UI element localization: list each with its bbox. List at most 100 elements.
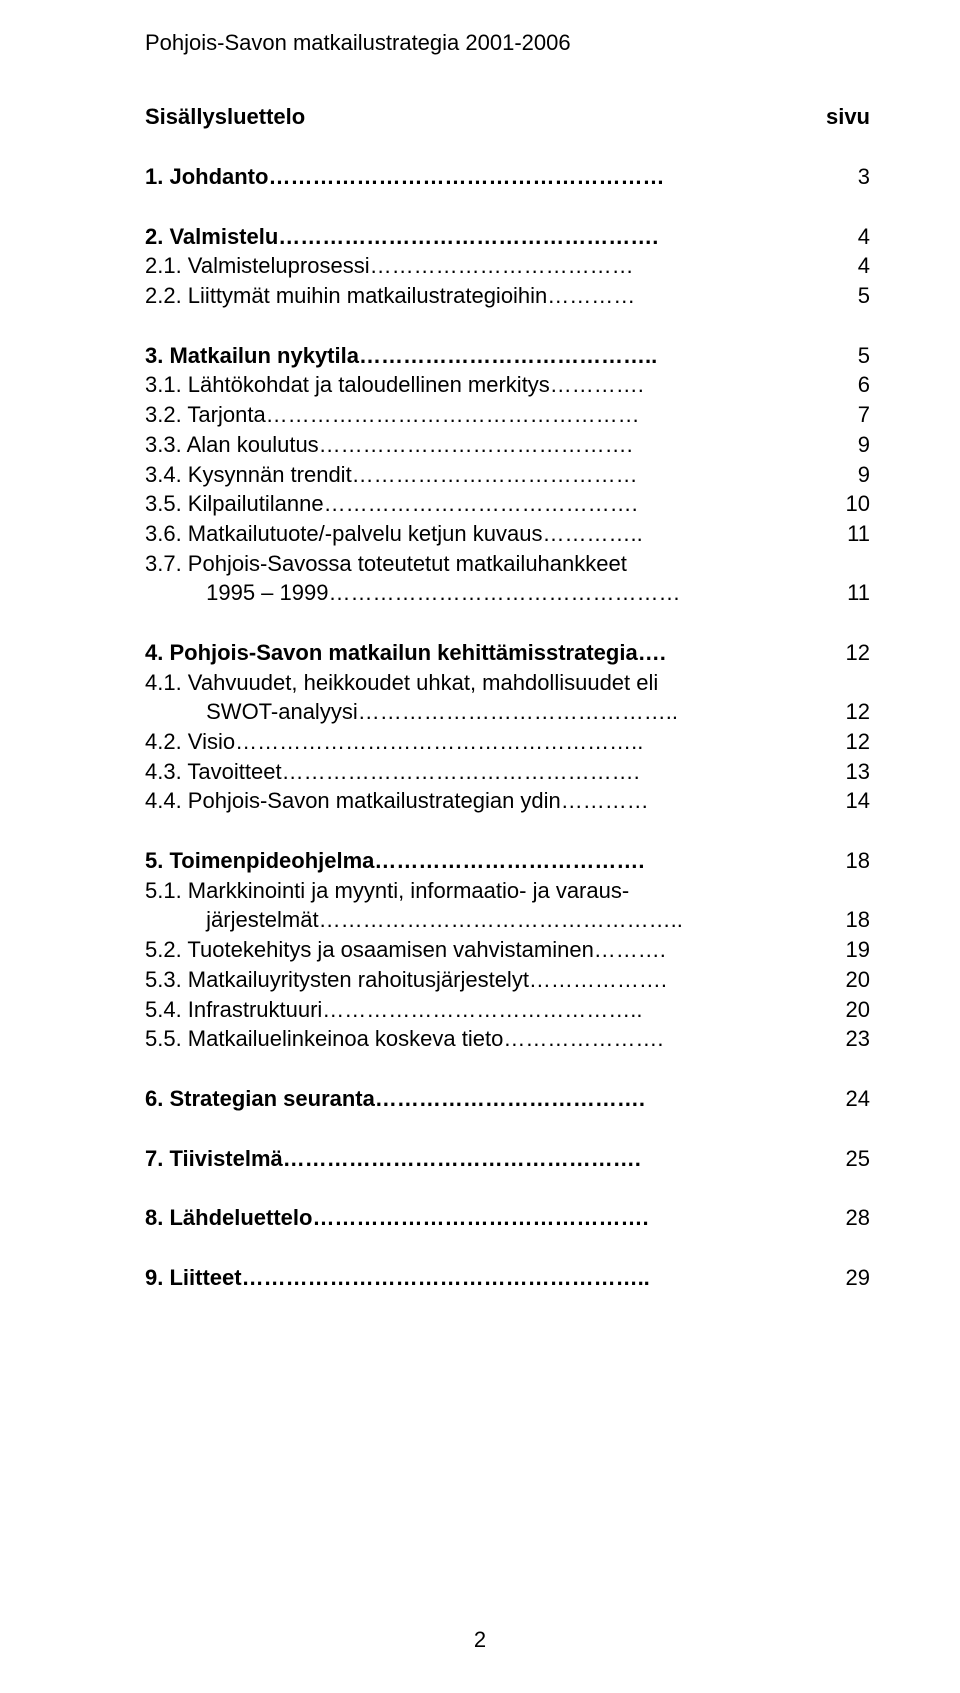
toc-row-label: 3.6. Matkailutuote/-palvelu ketjun kuvau…: [145, 519, 802, 549]
toc-row-label: 7. Tiivistelmä………………………………………….: [145, 1144, 802, 1174]
toc-row-page: 29: [802, 1263, 870, 1293]
toc-heading: Sisällysluettelo: [145, 104, 305, 130]
toc-row: 3.4. Kysynnän trendit…………………………………9: [145, 460, 870, 490]
toc-row: 3.7. Pohjois-Savossa toteutetut matkailu…: [145, 549, 870, 579]
toc-section: 4. Pohjois-Savon matkailun kehittämisstr…: [145, 638, 870, 816]
toc-row: 4.1. Vahvuudet, heikkoudet uhkat, mahdol…: [145, 668, 870, 698]
toc-row-page: 18: [802, 846, 870, 876]
toc-row-page: 20: [802, 965, 870, 995]
document-page: Pohjois-Savon matkailustrategia 2001-200…: [0, 0, 960, 1693]
toc-row-page: 18: [802, 905, 870, 935]
toc-row: 3. Matkailun nykytila…………………………………..5: [145, 341, 870, 371]
toc-row: 5.4. Infrastruktuuri……………………………………..20: [145, 995, 870, 1025]
toc-row-label: SWOT-analyysi……………………………………..: [145, 697, 802, 727]
toc-row: 5.5. Matkailuelinkeinoa koskeva tieto…………: [145, 1024, 870, 1054]
toc-row-page: 28: [802, 1203, 870, 1233]
toc-row-page: 5: [802, 281, 870, 311]
toc-row-label: 4.4. Pohjois-Savon matkailustrategian yd…: [145, 786, 802, 816]
toc-row-label: 3.1. Lähtökohdat ja taloudellinen merkit…: [145, 370, 802, 400]
toc-section: 3. Matkailun nykytila…………………………………..53.1…: [145, 341, 870, 608]
toc-row: 3.5. Kilpailutilanne…………………………………….10: [145, 489, 870, 519]
toc-row: 5.3. Matkailuyritysten rahoitusjärjestel…: [145, 965, 870, 995]
toc-section: 7. Tiivistelmä………………………………………….25: [145, 1144, 870, 1174]
toc-row: 5.2. Tuotekehitys ja osaamisen vahvistam…: [145, 935, 870, 965]
toc-row-label: 4.1. Vahvuudet, heikkoudet uhkat, mahdol…: [145, 668, 802, 698]
toc-row: 1. Johdanto………………………………………………3: [145, 162, 870, 192]
toc-row-label: 2. Valmistelu…………………………………………….: [145, 222, 802, 252]
toc-row: 7. Tiivistelmä………………………………………….25: [145, 1144, 870, 1174]
toc-section: 1. Johdanto………………………………………………3: [145, 162, 870, 192]
toc-row-page: 25: [802, 1144, 870, 1174]
toc-row-label: 5.4. Infrastruktuuri……………………………………..: [145, 995, 802, 1025]
toc-row-label: 3.4. Kysynnän trendit…………………………………: [145, 460, 802, 490]
toc-section: 5. Toimenpideohjelma……………………………….185.1. …: [145, 846, 870, 1054]
toc-row-label: 5. Toimenpideohjelma……………………………….: [145, 846, 802, 876]
toc-row: 2.1. Valmisteluprosessi………………………………4: [145, 251, 870, 281]
toc-row: 5. Toimenpideohjelma……………………………….18: [145, 846, 870, 876]
toc-row: 3.1. Lähtökohdat ja taloudellinen merkit…: [145, 370, 870, 400]
toc-row-label: 1995 – 1999…………………………………………: [145, 578, 802, 608]
toc-row-label: järjestelmät…………………………………………..: [145, 905, 802, 935]
toc-row-page: 11: [802, 519, 870, 549]
toc-row-label: 5.1. Markkinointi ja myynti, informaatio…: [145, 876, 802, 906]
toc-row: 3.2. Tarjonta……………………………………………7: [145, 400, 870, 430]
toc-row-page: 5: [802, 341, 870, 371]
toc-row-page: 4: [802, 222, 870, 252]
toc-body: 1. Johdanto………………………………………………32. Valmist…: [145, 162, 870, 1293]
toc-row: 4.3. Tavoitteet………………………………………….13: [145, 757, 870, 787]
toc-row: 8. Lähdeluettelo……………………………………….28: [145, 1203, 870, 1233]
toc-row: 2. Valmistelu…………………………………………….4: [145, 222, 870, 252]
toc-row-label: 4.3. Tavoitteet………………………………………….: [145, 757, 802, 787]
toc-row-label: 3.2. Tarjonta……………………………………………: [145, 400, 802, 430]
toc-row: 2.2. Liittymät muihin matkailustrategioi…: [145, 281, 870, 311]
toc-row-label: 3.7. Pohjois-Savossa toteutetut matkailu…: [145, 549, 802, 579]
toc-row: 5.1. Markkinointi ja myynti, informaatio…: [145, 876, 870, 906]
document-title: Pohjois-Savon matkailustrategia 2001-200…: [145, 30, 870, 56]
toc-row-label: 3.3. Alan koulutus…………………………………….: [145, 430, 802, 460]
toc-row-page: 13: [802, 757, 870, 787]
toc-row-page: 4: [802, 251, 870, 281]
toc-page-column-label: sivu: [826, 104, 870, 130]
toc-row-page: 12: [802, 697, 870, 727]
toc-row-page: 23: [802, 1024, 870, 1054]
toc-row-label: 5.2. Tuotekehitys ja osaamisen vahvistam…: [145, 935, 802, 965]
toc-row-page: 12: [802, 727, 870, 757]
toc-row-label: 5.3. Matkailuyritysten rahoitusjärjestel…: [145, 965, 802, 995]
toc-row: SWOT-analyysi……………………………………..12: [145, 697, 870, 727]
page-number: 2: [0, 1627, 960, 1653]
toc-section: 2. Valmistelu…………………………………………….42.1. Val…: [145, 222, 870, 311]
toc-row-page: 7: [802, 400, 870, 430]
toc-row: 4.4. Pohjois-Savon matkailustrategian yd…: [145, 786, 870, 816]
toc-section: 6. Strategian seuranta……………………………….24: [145, 1084, 870, 1114]
toc-row-page: 24: [802, 1084, 870, 1114]
toc-row-label: 1. Johdanto………………………………………………: [145, 162, 802, 192]
toc-row-label: 2.1. Valmisteluprosessi………………………………: [145, 251, 802, 281]
toc-row-label: 5.5. Matkailuelinkeinoa koskeva tieto…………: [145, 1024, 802, 1054]
toc-row-label: 4.2. Visio………………………………………………..: [145, 727, 802, 757]
toc-section: 8. Lähdeluettelo……………………………………….28: [145, 1203, 870, 1233]
toc-header: Sisällysluettelo sivu: [145, 104, 870, 130]
toc-row-label: 9. Liitteet………………………………………………..: [145, 1263, 802, 1293]
toc-row-label: 2.2. Liittymät muihin matkailustrategioi…: [145, 281, 802, 311]
toc-row-page: 6: [802, 370, 870, 400]
toc-row: 3.3. Alan koulutus…………………………………….9: [145, 430, 870, 460]
toc-row-label: 3.5. Kilpailutilanne…………………………………….: [145, 489, 802, 519]
toc-row: 3.6. Matkailutuote/-palvelu ketjun kuvau…: [145, 519, 870, 549]
toc-row-page: 11: [802, 578, 870, 608]
toc-row-label: 3. Matkailun nykytila…………………………………..: [145, 341, 802, 371]
toc-section: 9. Liitteet………………………………………………..29: [145, 1263, 870, 1293]
toc-row: 4.2. Visio………………………………………………..12: [145, 727, 870, 757]
toc-row-label: 4. Pohjois-Savon matkailun kehittämisstr…: [145, 638, 802, 668]
toc-row: järjestelmät…………………………………………..18: [145, 905, 870, 935]
toc-row: 9. Liitteet………………………………………………..29: [145, 1263, 870, 1293]
toc-row: 6. Strategian seuranta……………………………….24: [145, 1084, 870, 1114]
toc-row-page: 20: [802, 995, 870, 1025]
toc-row-page: 12: [802, 638, 870, 668]
toc-row: 4. Pohjois-Savon matkailun kehittämisstr…: [145, 638, 870, 668]
toc-row-page: 3: [802, 162, 870, 192]
toc-row-label: 8. Lähdeluettelo……………………………………….: [145, 1203, 802, 1233]
toc-row-page: 10: [802, 489, 870, 519]
toc-row-page: 14: [802, 786, 870, 816]
toc-row-page: 19: [802, 935, 870, 965]
toc-row-label: 6. Strategian seuranta……………………………….: [145, 1084, 802, 1114]
